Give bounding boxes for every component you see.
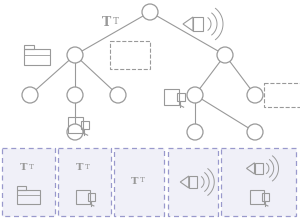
Bar [193,17,203,31]
Circle shape [187,124,203,140]
Circle shape [67,124,83,140]
Bar [17,187,26,190]
Circle shape [110,87,126,103]
Bar [110,41,150,69]
Bar [221,148,296,216]
Text: T: T [140,176,145,184]
Text: T: T [113,18,119,26]
Bar [264,83,300,107]
Bar [250,190,264,204]
Text: T: T [20,163,28,172]
Circle shape [247,124,263,140]
Bar [168,148,218,216]
Bar [114,148,164,216]
Bar [24,49,50,65]
Circle shape [142,4,158,20]
Bar [17,190,40,204]
Text: T: T [76,163,83,172]
Bar [81,121,89,129]
Circle shape [247,87,263,103]
Bar [262,193,269,201]
Text: T: T [130,177,138,186]
Text: T: T [85,163,90,171]
Text: T: T [29,163,34,171]
Circle shape [217,47,233,63]
Bar [24,45,34,49]
Bar [2,148,55,216]
Bar [164,89,179,105]
Circle shape [67,87,83,103]
Bar [189,176,197,188]
Circle shape [67,47,83,63]
Text: T: T [101,16,111,29]
Bar [177,93,185,101]
Bar [58,148,111,216]
Bar [76,190,90,204]
Circle shape [22,87,38,103]
Bar [68,117,83,133]
Bar [254,163,262,174]
Circle shape [187,87,203,103]
Bar [88,193,95,201]
